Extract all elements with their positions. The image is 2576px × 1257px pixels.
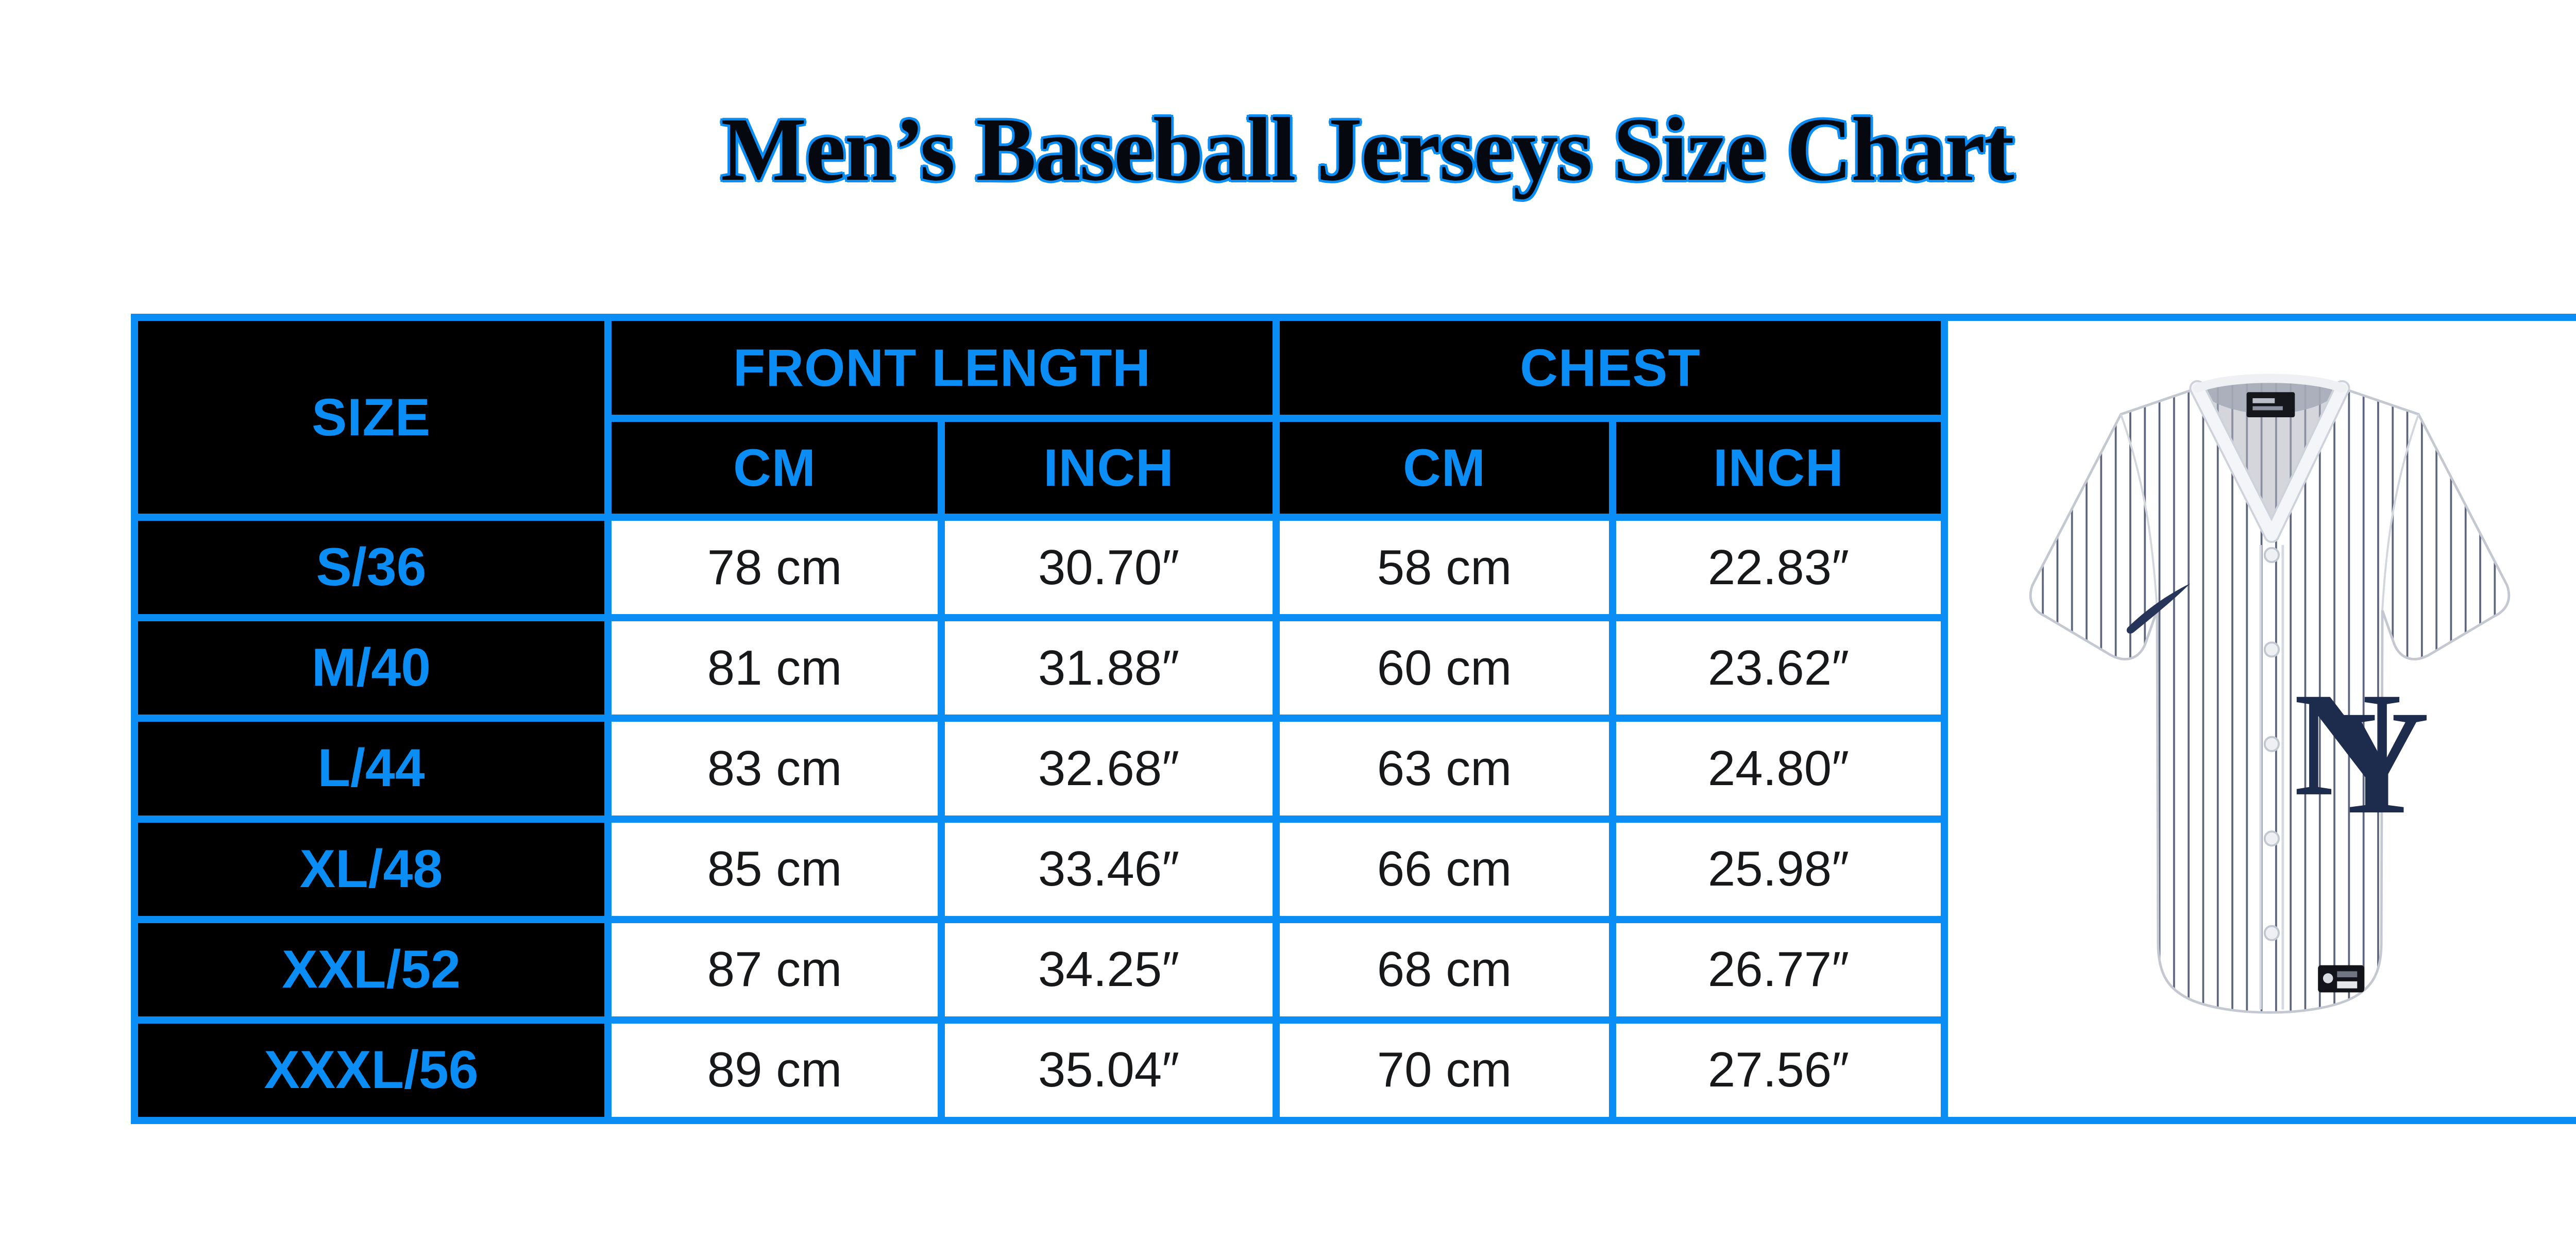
row-size-label: XL/48 xyxy=(138,822,604,916)
front-length-cm-value: 83 cm xyxy=(612,722,938,816)
column-group-chest: CHEST xyxy=(1280,321,1941,415)
front-length-inch-value: 30.70″ xyxy=(945,521,1273,615)
chest-inch-value: 24.80″ xyxy=(1616,722,1941,816)
page-title: Men’s Baseball Jerseys Size Chart xyxy=(721,99,2014,200)
front-length-cm-value: 81 cm xyxy=(612,621,938,715)
chest-cm-value: 60 cm xyxy=(1280,621,1609,715)
neck-label-tag xyxy=(2246,392,2295,418)
size-chart-board: SIZE FRONT LENGTH CHEST CM INCH CM INCH xyxy=(131,314,2576,1124)
front-length-inch-value: 31.88″ xyxy=(945,621,1273,715)
svg-text:N: N xyxy=(2294,663,2401,827)
front-length-cm-value: 85 cm xyxy=(612,822,938,916)
column-header-front-length-inch: INCH xyxy=(945,422,1273,514)
row-size-label: M/40 xyxy=(138,621,604,715)
row-size-label: S/36 xyxy=(138,521,604,615)
column-header-chest-cm: CM xyxy=(1280,422,1609,514)
collar-band xyxy=(2189,373,2350,543)
mlb-jock-tag xyxy=(2318,965,2364,993)
chest-inch-value: 22.83″ xyxy=(1616,521,1941,615)
chest-inch-value: 27.56″ xyxy=(1616,1023,1941,1117)
column-header-front-length-cm: CM xyxy=(612,422,938,514)
ny-logo-icon: N Y xyxy=(2294,663,2429,845)
chest-cm-value: 70 cm xyxy=(1280,1023,1609,1117)
column-header-chest-inch: INCH xyxy=(1616,422,1941,514)
nike-swoosh-icon xyxy=(2126,583,2191,634)
front-length-cm-value: 78 cm xyxy=(612,521,938,615)
chest-cm-value: 68 cm xyxy=(1280,923,1609,1016)
armhole-seams xyxy=(2120,414,2420,610)
chest-inch-value: 26.77″ xyxy=(1616,923,1941,1016)
front-length-cm-value: 89 cm xyxy=(612,1023,938,1117)
jersey-image: N Y xyxy=(2029,373,2511,1014)
button-placket xyxy=(2259,545,2284,1010)
svg-text:Y: Y xyxy=(2322,681,2430,845)
row-size-label: XXL/52 xyxy=(138,923,604,1016)
chest-cm-value: 58 cm xyxy=(1280,521,1609,615)
front-length-inch-value: 33.46″ xyxy=(945,822,1273,916)
chest-cm-value: 63 cm xyxy=(1280,722,1609,816)
chest-inch-value: 23.62″ xyxy=(1616,621,1941,715)
size-chart-table: SIZE FRONT LENGTH CHEST CM INCH CM INCH xyxy=(138,321,2576,1117)
front-length-cm-value: 87 cm xyxy=(612,923,938,1016)
column-header-size: SIZE xyxy=(138,321,604,514)
front-length-inch-value: 35.04″ xyxy=(945,1023,1273,1117)
column-group-front-length: FRONT LENGTH xyxy=(612,321,1273,415)
front-length-inch-value: 32.68″ xyxy=(945,722,1273,816)
chest-cm-value: 66 cm xyxy=(1280,822,1609,916)
jersey-image-panel: N Y xyxy=(1948,321,2576,1117)
chest-inch-value: 25.98″ xyxy=(1616,822,1941,916)
front-length-inch-value: 34.25″ xyxy=(945,923,1273,1016)
jersey-buttons xyxy=(2263,547,2280,941)
row-size-label: L/44 xyxy=(138,722,604,816)
row-size-label: XXXL/56 xyxy=(138,1023,604,1117)
